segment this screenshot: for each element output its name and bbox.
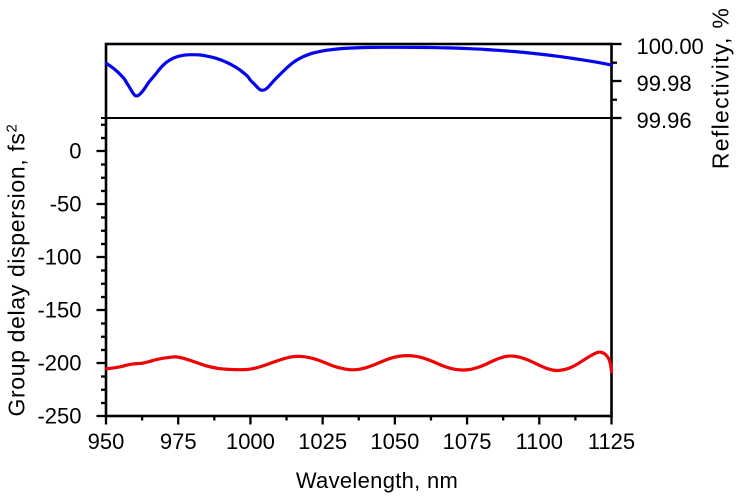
svg-text:975: 975 [160,429,197,454]
svg-text:99.96: 99.96 [637,108,692,133]
svg-text:1125: 1125 [588,429,635,454]
svg-text:1025: 1025 [298,429,347,454]
svg-text:Group delay dispersion, fs2: Group delay dispersion, fs2 [3,123,30,416]
svg-text:99.98: 99.98 [637,71,692,96]
svg-text:-50: -50 [50,192,82,217]
svg-text:1050: 1050 [370,429,419,454]
svg-text:1000: 1000 [226,429,275,454]
svg-text:-200: -200 [37,351,81,376]
svg-text:-100: -100 [37,245,81,270]
svg-text:0: 0 [69,139,81,164]
svg-text:-250: -250 [37,404,81,429]
svg-text:1100: 1100 [516,429,563,454]
svg-text:100.00: 100.00 [637,34,704,59]
svg-text:-150: -150 [37,298,81,323]
svg-text:1075: 1075 [443,429,492,454]
svg-text:950: 950 [88,429,125,454]
svg-text:Wavelength, nm: Wavelength, nm [296,468,458,493]
svg-text:Reflectivity, %: Reflectivity, % [708,7,734,169]
